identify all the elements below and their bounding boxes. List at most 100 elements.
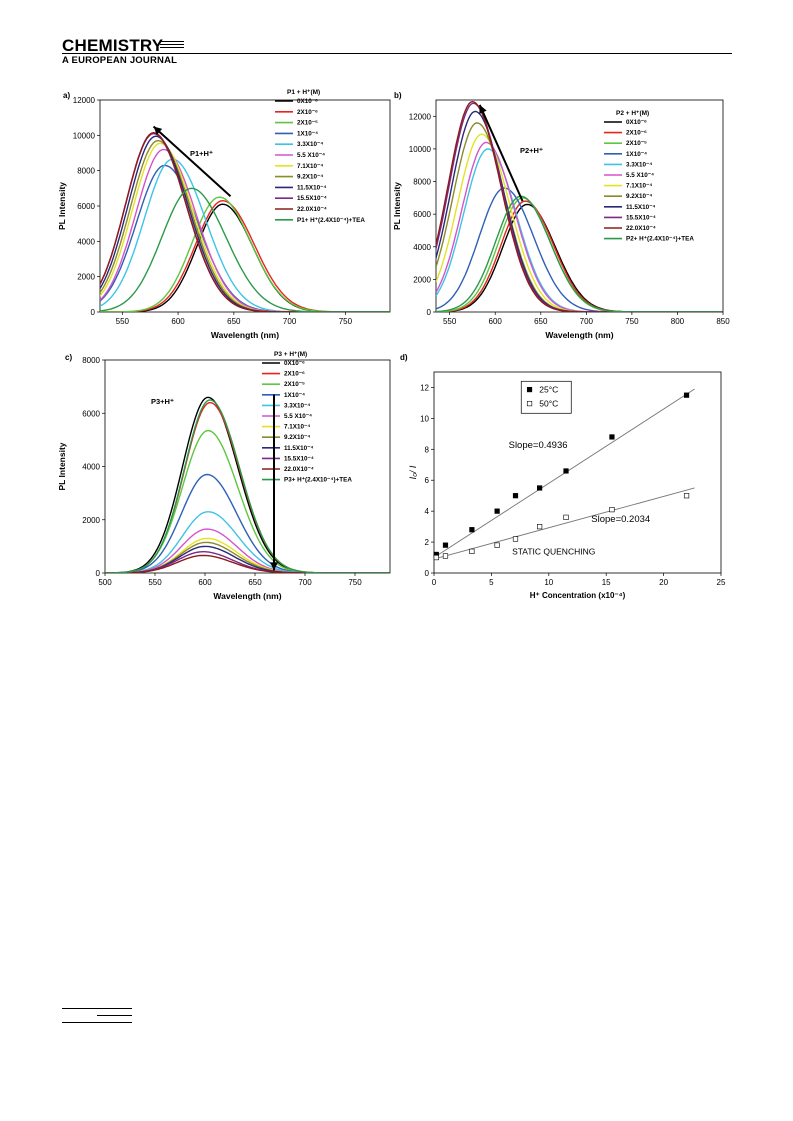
series-line xyxy=(436,200,723,312)
data-point xyxy=(469,527,475,533)
data-point xyxy=(563,468,569,474)
plot-frame xyxy=(435,99,724,313)
y-tick-label: 10000 xyxy=(73,131,96,140)
chart-annotation: P2+H⁺ xyxy=(520,146,543,155)
x-tick-label: 800 xyxy=(671,317,685,326)
panel-label: d) xyxy=(400,353,408,362)
x-tick-label: 600 xyxy=(489,317,503,326)
slope-annotation: Slope=0.2034 xyxy=(591,514,650,525)
x-tick-label: 550 xyxy=(116,317,130,326)
legend-entry: 22.0X10⁻⁴ xyxy=(297,206,327,213)
y-tick-label: 0 xyxy=(427,308,432,317)
series-line xyxy=(105,473,389,573)
x-tick-label: 650 xyxy=(227,317,241,326)
trend-arrow-head xyxy=(153,126,163,135)
x-tick-label: 20 xyxy=(659,578,668,587)
legend-entry: 25°C xyxy=(539,384,558,394)
legend-entry: 15.5X10⁻⁴ xyxy=(626,214,656,221)
legend-entry: 5.5 X10⁻⁴ xyxy=(297,152,325,159)
x-axis-label: Wavelength (nm) xyxy=(213,591,281,601)
y-axis-label: PL Intensity xyxy=(57,442,67,490)
legend-marker xyxy=(526,386,533,393)
chart-annotation: P1+H⁺ xyxy=(190,149,213,158)
journal-title: CHEMISTRY xyxy=(62,36,164,55)
x-tick-label: 25 xyxy=(717,578,726,587)
footer-rule xyxy=(97,1015,132,1016)
series-group xyxy=(105,396,389,573)
y-tick-label: 4 xyxy=(425,507,430,516)
x-tick-label: 550 xyxy=(148,578,162,587)
legend-entry: 1X10⁻⁴ xyxy=(284,392,305,399)
legend-entry: P2+ H⁺(2.4X10⁻⁴)+TEA xyxy=(626,236,694,243)
journal-subtitle: A EUROPEAN JOURNAL xyxy=(62,55,178,66)
y-tick-label: 6000 xyxy=(413,210,431,219)
panel-label: c) xyxy=(65,353,72,362)
legend-entry: 11.5X10⁻⁴ xyxy=(297,184,327,191)
slope-annotation: Slope=0.4936 xyxy=(509,440,568,451)
y-tick-label: 6000 xyxy=(82,409,100,418)
data-point xyxy=(683,392,690,398)
chart-panel-d: d) 0 5 10 15 20 25 0 2 4 6 8 10 12 H⁺ Concentration (x… xyxy=(400,353,726,600)
y-axis-label: I₀/ I xyxy=(408,465,418,479)
series-group xyxy=(100,131,390,312)
x-tick-label: 5 xyxy=(489,578,494,587)
data-point xyxy=(609,434,615,440)
series-group xyxy=(436,100,723,312)
footer-rule xyxy=(62,1008,132,1009)
data-point xyxy=(494,542,500,548)
fit-line xyxy=(433,487,695,560)
data-point xyxy=(469,548,475,554)
x-tick-label: 750 xyxy=(339,317,353,326)
y-tick-label: 8000 xyxy=(82,356,100,365)
legend-entry: 5.5 X10⁻⁴ xyxy=(284,413,312,420)
trend-arrow-head xyxy=(479,104,487,114)
y-tick-label: 0 xyxy=(425,569,430,578)
x-tick-label: 750 xyxy=(625,317,639,326)
plot-frame xyxy=(104,359,391,574)
legend-entry: 11.5X10⁻⁴ xyxy=(626,204,656,211)
legend-entry: 3.3X10⁻⁴ xyxy=(284,402,310,409)
legend-entry: 2X10⁻⁶ xyxy=(626,130,647,137)
x-tick-label: 500 xyxy=(98,578,112,587)
legend-title: P3 + H⁺(M) xyxy=(274,351,307,358)
x-tick-label: 650 xyxy=(248,578,262,587)
y-tick-label: 2 xyxy=(425,538,430,547)
x-tick-label: 550 xyxy=(443,317,457,326)
legend-entry: P3+ H⁺(2.4X10⁻⁴)+TEA xyxy=(284,477,352,484)
data-point xyxy=(609,507,615,513)
legend-entry: 22.0X10⁻⁴ xyxy=(284,466,314,473)
legend-entry: 7.1X10⁻⁴ xyxy=(626,183,652,190)
legend-entry: 3.3X10⁻⁴ xyxy=(626,161,652,168)
legend-entry: 9.2X10⁻⁴ xyxy=(626,193,652,200)
x-tick-label: 700 xyxy=(283,317,297,326)
y-axis-label: PL Intensity xyxy=(57,182,67,230)
y-tick-label: 10 xyxy=(420,414,429,423)
series-line xyxy=(105,528,389,573)
legend-entry: 1X10⁻⁴ xyxy=(626,151,647,158)
x-tick-label: 850 xyxy=(716,317,730,326)
series-line xyxy=(436,148,723,312)
legend-entry: 3.3X10⁻⁴ xyxy=(297,141,323,148)
footer-rule xyxy=(62,1022,132,1023)
legend-entry: 7.1X10⁻⁴ xyxy=(284,424,310,431)
panel-label: a) xyxy=(63,91,70,100)
series-line xyxy=(436,100,723,312)
x-tick-label: 650 xyxy=(534,317,548,326)
legend-marker xyxy=(526,400,533,407)
trend-arrow-shaft xyxy=(478,104,524,202)
data-point xyxy=(512,493,519,499)
series-line xyxy=(100,164,390,312)
y-tick-label: 8 xyxy=(425,445,430,454)
legend-entry: 2X10⁻⁶ xyxy=(297,109,318,116)
data-point xyxy=(494,508,500,514)
legend-entry: 9.2X10⁻⁴ xyxy=(284,434,310,441)
legend-entry: 22.0X10⁻⁴ xyxy=(626,225,656,232)
legend-entry: P1+ H⁺(2.4X10⁻⁴)+TEA xyxy=(297,217,365,224)
series-line xyxy=(436,141,723,312)
x-axis-label: Wavelength (nm) xyxy=(211,330,279,340)
title-decoration xyxy=(160,41,184,51)
series-line xyxy=(105,399,389,573)
data-point xyxy=(537,485,543,491)
y-axis-label: PL Intensity xyxy=(392,182,402,230)
legend-title: P1 + H⁺(M) xyxy=(287,89,320,96)
